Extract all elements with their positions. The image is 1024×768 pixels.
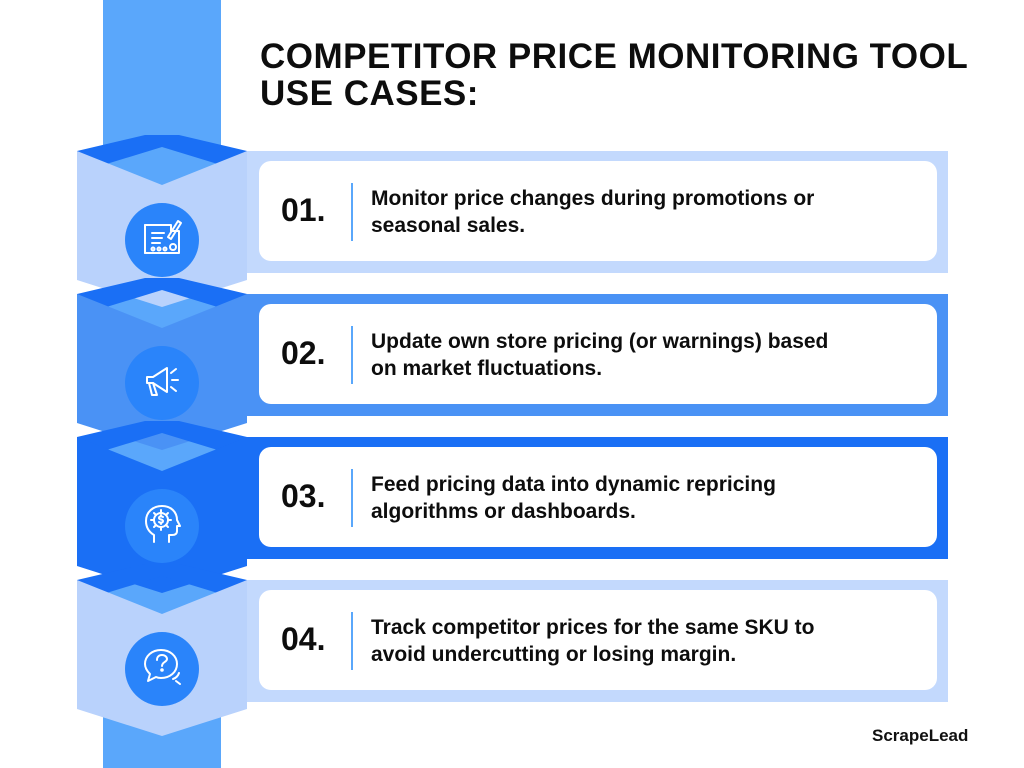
item-number: 02.	[281, 335, 326, 371]
title-line-2: USE CASES:	[260, 74, 479, 113]
brand-logo: ScrapeLead	[872, 726, 969, 745]
item-text-line-1: Monitor price changes during promotions …	[371, 187, 815, 210]
item-card	[259, 590, 937, 690]
item-text-line-2: seasonal sales.	[371, 214, 526, 237]
blueprint-chart-icon	[140, 216, 184, 265]
head-gear-dollar-icon	[140, 502, 184, 551]
item-text-line-1: Track competitor prices for the same SKU…	[371, 616, 815, 639]
item-text-line-2: avoid undercutting or losing margin.	[371, 643, 737, 666]
item-divider	[351, 183, 353, 241]
icon-circle	[125, 203, 199, 277]
item-description: Feed pricing data into dynamic repricing…	[371, 471, 911, 525]
item-card	[259, 304, 937, 404]
icon-circle	[125, 346, 199, 420]
item-text-line-2: on market fluctuations.	[371, 357, 603, 380]
icon-circle	[125, 632, 199, 706]
item-description: Track competitor prices for the same SKU…	[371, 614, 911, 668]
item-text-line-1: Update own store pricing (or warnings) b…	[371, 330, 829, 353]
title-line-1: COMPETITOR PRICE MONITORING TOOL	[260, 37, 969, 76]
megaphone-icon	[140, 359, 184, 408]
item-description: Update own store pricing (or warnings) b…	[371, 328, 911, 382]
icon-circle	[125, 489, 199, 563]
item-description: Monitor price changes during promotions …	[371, 185, 911, 239]
page-title: COMPETITOR PRICE MONITORING TOOL USE CAS…	[260, 38, 1010, 112]
item-number: 03.	[281, 478, 326, 514]
item-number: 04.	[281, 621, 326, 657]
item-number: 01.	[281, 192, 326, 228]
item-text-line-2: algorithms or dashboards.	[371, 500, 636, 523]
item-divider	[351, 612, 353, 670]
item-text-line-1: Feed pricing data into dynamic repricing	[371, 473, 776, 496]
item-divider	[351, 326, 353, 384]
item-card	[259, 447, 937, 547]
item-card	[259, 161, 937, 261]
item-divider	[351, 469, 353, 527]
question-chat-icon	[140, 645, 184, 694]
